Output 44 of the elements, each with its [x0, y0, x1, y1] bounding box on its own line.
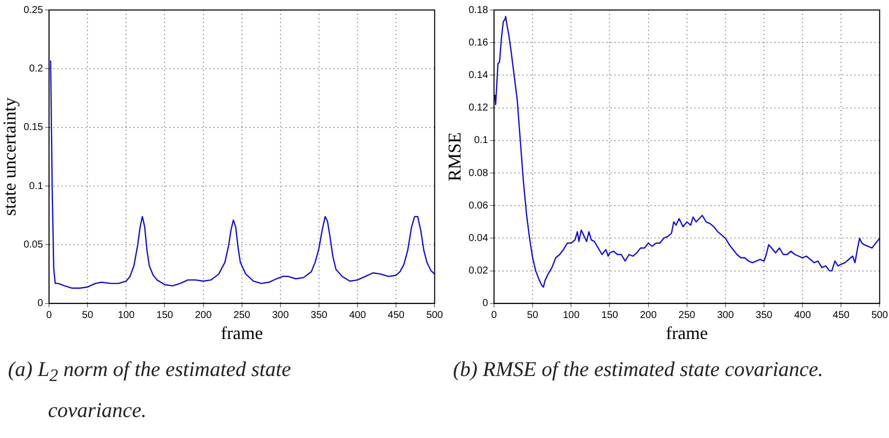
y-axis-title: state uncertainty: [0, 97, 20, 216]
y-tick-label: 0.1: [474, 135, 488, 146]
y-tick-label: 0.1: [29, 180, 44, 192]
x-tick-label: 250: [234, 310, 251, 322]
x-tick-label: 450: [832, 310, 850, 322]
x-tick-label: 400: [349, 310, 366, 322]
x-tick-label: 500: [426, 310, 444, 322]
x-tick-label: 150: [156, 310, 174, 322]
x-tick-label: 350: [310, 310, 328, 322]
x-tick-label: 50: [82, 310, 94, 322]
y-tick-label: 0.25: [24, 4, 44, 16]
x-tick-label: 300: [717, 310, 734, 322]
y-tick-label: 0.14: [468, 70, 488, 81]
text: (a) L$_{2}$ norm of the estimated state covariance.: [8, 356, 292, 424]
x-tick-label: 100: [118, 310, 135, 322]
x-tick-label: 300: [272, 310, 290, 322]
y-tick-label: 0.2: [29, 63, 44, 74]
x-tick-label: 0: [491, 310, 498, 322]
y-tick-label: 0.16: [468, 37, 488, 48]
x-tick-label: 400: [794, 310, 812, 322]
x-tick-label: 500: [871, 310, 888, 322]
y-axis-title: RMSE: [444, 132, 465, 182]
y-tick-label: 0.05: [24, 239, 44, 250]
x-tick-label: 450: [388, 310, 405, 322]
y-tick-label: 0.02: [468, 266, 488, 277]
y-tick-label: 0.04: [468, 232, 488, 244]
y-tick-label: 0.06: [468, 200, 488, 212]
x-tick-label: 200: [640, 310, 658, 322]
x-axis-title: frame: [220, 322, 263, 343]
x-tick-label: 150: [601, 310, 619, 322]
y-tick-label: 0.15: [24, 122, 44, 134]
x-tick-label: 50: [527, 310, 539, 322]
x-tick-label: 350: [756, 310, 773, 322]
y-tick-label: 0: [38, 298, 44, 310]
text: (b) RMSE of the estimated state covariance.: [453, 356, 824, 383]
x-axis-title: frame: [666, 322, 708, 343]
x-tick-label: 200: [194, 310, 212, 322]
y-tick-label: 0.18: [468, 4, 488, 16]
y-tick-label: 0.12: [468, 102, 488, 114]
x-tick-label: 250: [678, 310, 696, 322]
y-tick-label: 0: [482, 298, 488, 310]
x-tick-label: 0: [46, 310, 52, 322]
y-tick-label: 0.08: [468, 168, 488, 179]
x-tick-label: 100: [562, 310, 580, 322]
